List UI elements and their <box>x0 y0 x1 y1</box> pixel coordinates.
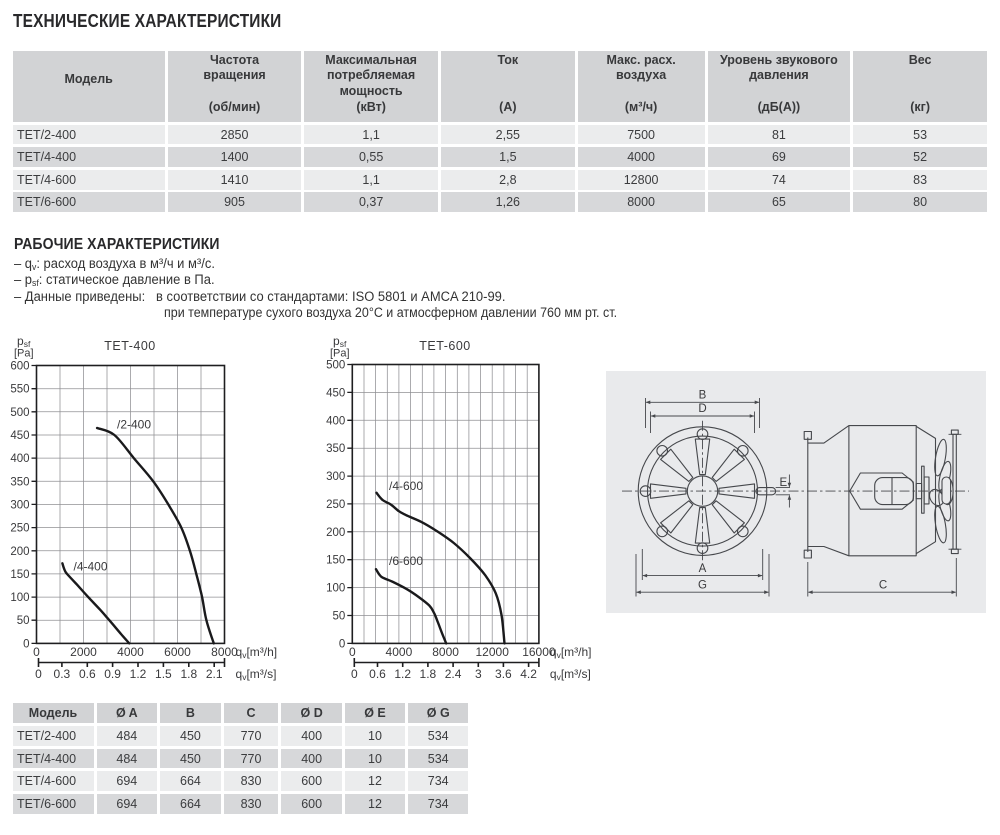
svg-text:8000: 8000 <box>432 645 459 659</box>
svg-text:qv[m³/s]: qv[m³/s] <box>236 667 277 682</box>
svg-text:[Pa]: [Pa] <box>330 348 350 360</box>
svg-text:16000: 16000 <box>522 645 556 659</box>
svg-text:150: 150 <box>326 555 345 567</box>
svg-text:2000: 2000 <box>70 645 97 659</box>
svg-text:1.5: 1.5 <box>155 667 172 681</box>
svg-text:12000: 12000 <box>476 645 510 659</box>
svg-text:3.6: 3.6 <box>495 667 512 681</box>
svg-text:/6-600: /6-600 <box>389 554 423 568</box>
svg-text:300: 300 <box>326 471 345 483</box>
svg-text:50: 50 <box>333 611 346 623</box>
svg-text:A: A <box>699 562 707 574</box>
svg-text:250: 250 <box>326 499 345 511</box>
svg-text:400: 400 <box>10 453 29 465</box>
svg-text:[Pa]: [Pa] <box>14 348 34 360</box>
svg-text:100: 100 <box>326 583 345 595</box>
svg-text:TET-600: TET-600 <box>419 339 470 353</box>
svg-text:350: 350 <box>10 476 29 488</box>
svg-text:500: 500 <box>10 407 29 419</box>
svg-text:0.3: 0.3 <box>54 667 71 681</box>
svg-text:4000: 4000 <box>117 645 144 659</box>
svg-text:qv[m³/h]: qv[m³/h] <box>550 645 592 660</box>
svg-text:550: 550 <box>10 384 29 396</box>
svg-text:G: G <box>698 579 707 591</box>
svg-text:3: 3 <box>475 667 482 681</box>
svg-text:C: C <box>879 579 887 591</box>
svg-text:300: 300 <box>10 499 29 511</box>
svg-text:150: 150 <box>10 569 29 581</box>
svg-text:250: 250 <box>10 523 29 535</box>
svg-text:0: 0 <box>35 667 42 681</box>
svg-text:1.8: 1.8 <box>420 667 437 681</box>
svg-text:B: B <box>699 389 707 401</box>
svg-text:450: 450 <box>326 387 345 399</box>
svg-text:0: 0 <box>23 638 29 650</box>
svg-text:350: 350 <box>326 443 345 455</box>
svg-text:200: 200 <box>326 527 345 539</box>
svg-text:1.8: 1.8 <box>180 667 197 681</box>
svg-text:E: E <box>779 477 787 489</box>
svg-text:qv[m³/s]: qv[m³/s] <box>550 667 591 682</box>
svg-text:450: 450 <box>10 430 29 442</box>
svg-text:2.1: 2.1 <box>206 667 223 681</box>
svg-text:0.9: 0.9 <box>104 667 121 681</box>
svg-text:400: 400 <box>326 415 345 427</box>
svg-text:600: 600 <box>10 361 29 373</box>
svg-text:0: 0 <box>339 638 345 650</box>
svg-text:0: 0 <box>33 645 40 659</box>
svg-text:0: 0 <box>349 645 356 659</box>
svg-text:1.2: 1.2 <box>394 667 411 681</box>
svg-text:1.2: 1.2 <box>130 667 147 681</box>
svg-text:50: 50 <box>17 615 30 627</box>
svg-text:0: 0 <box>351 667 358 681</box>
svg-text:4.2: 4.2 <box>520 667 537 681</box>
svg-text:200: 200 <box>10 546 29 558</box>
svg-text:/4-400: /4-400 <box>74 560 108 574</box>
svg-text:6000: 6000 <box>164 645 191 659</box>
svg-text:/4-600: /4-600 <box>389 479 423 493</box>
svg-text:8000: 8000 <box>211 645 238 659</box>
svg-text:/2-400: /2-400 <box>117 418 151 432</box>
svg-text:500: 500 <box>326 360 345 372</box>
svg-text:2.4: 2.4 <box>445 667 462 681</box>
svg-text:0.6: 0.6 <box>79 667 96 681</box>
svg-text:100: 100 <box>10 592 29 604</box>
svg-text:qv[m³/h]: qv[m³/h] <box>236 645 278 660</box>
svg-text:TET-400: TET-400 <box>104 339 155 353</box>
svg-text:D: D <box>698 403 706 415</box>
svg-text:4000: 4000 <box>386 645 413 659</box>
svg-text:0.6: 0.6 <box>369 667 386 681</box>
